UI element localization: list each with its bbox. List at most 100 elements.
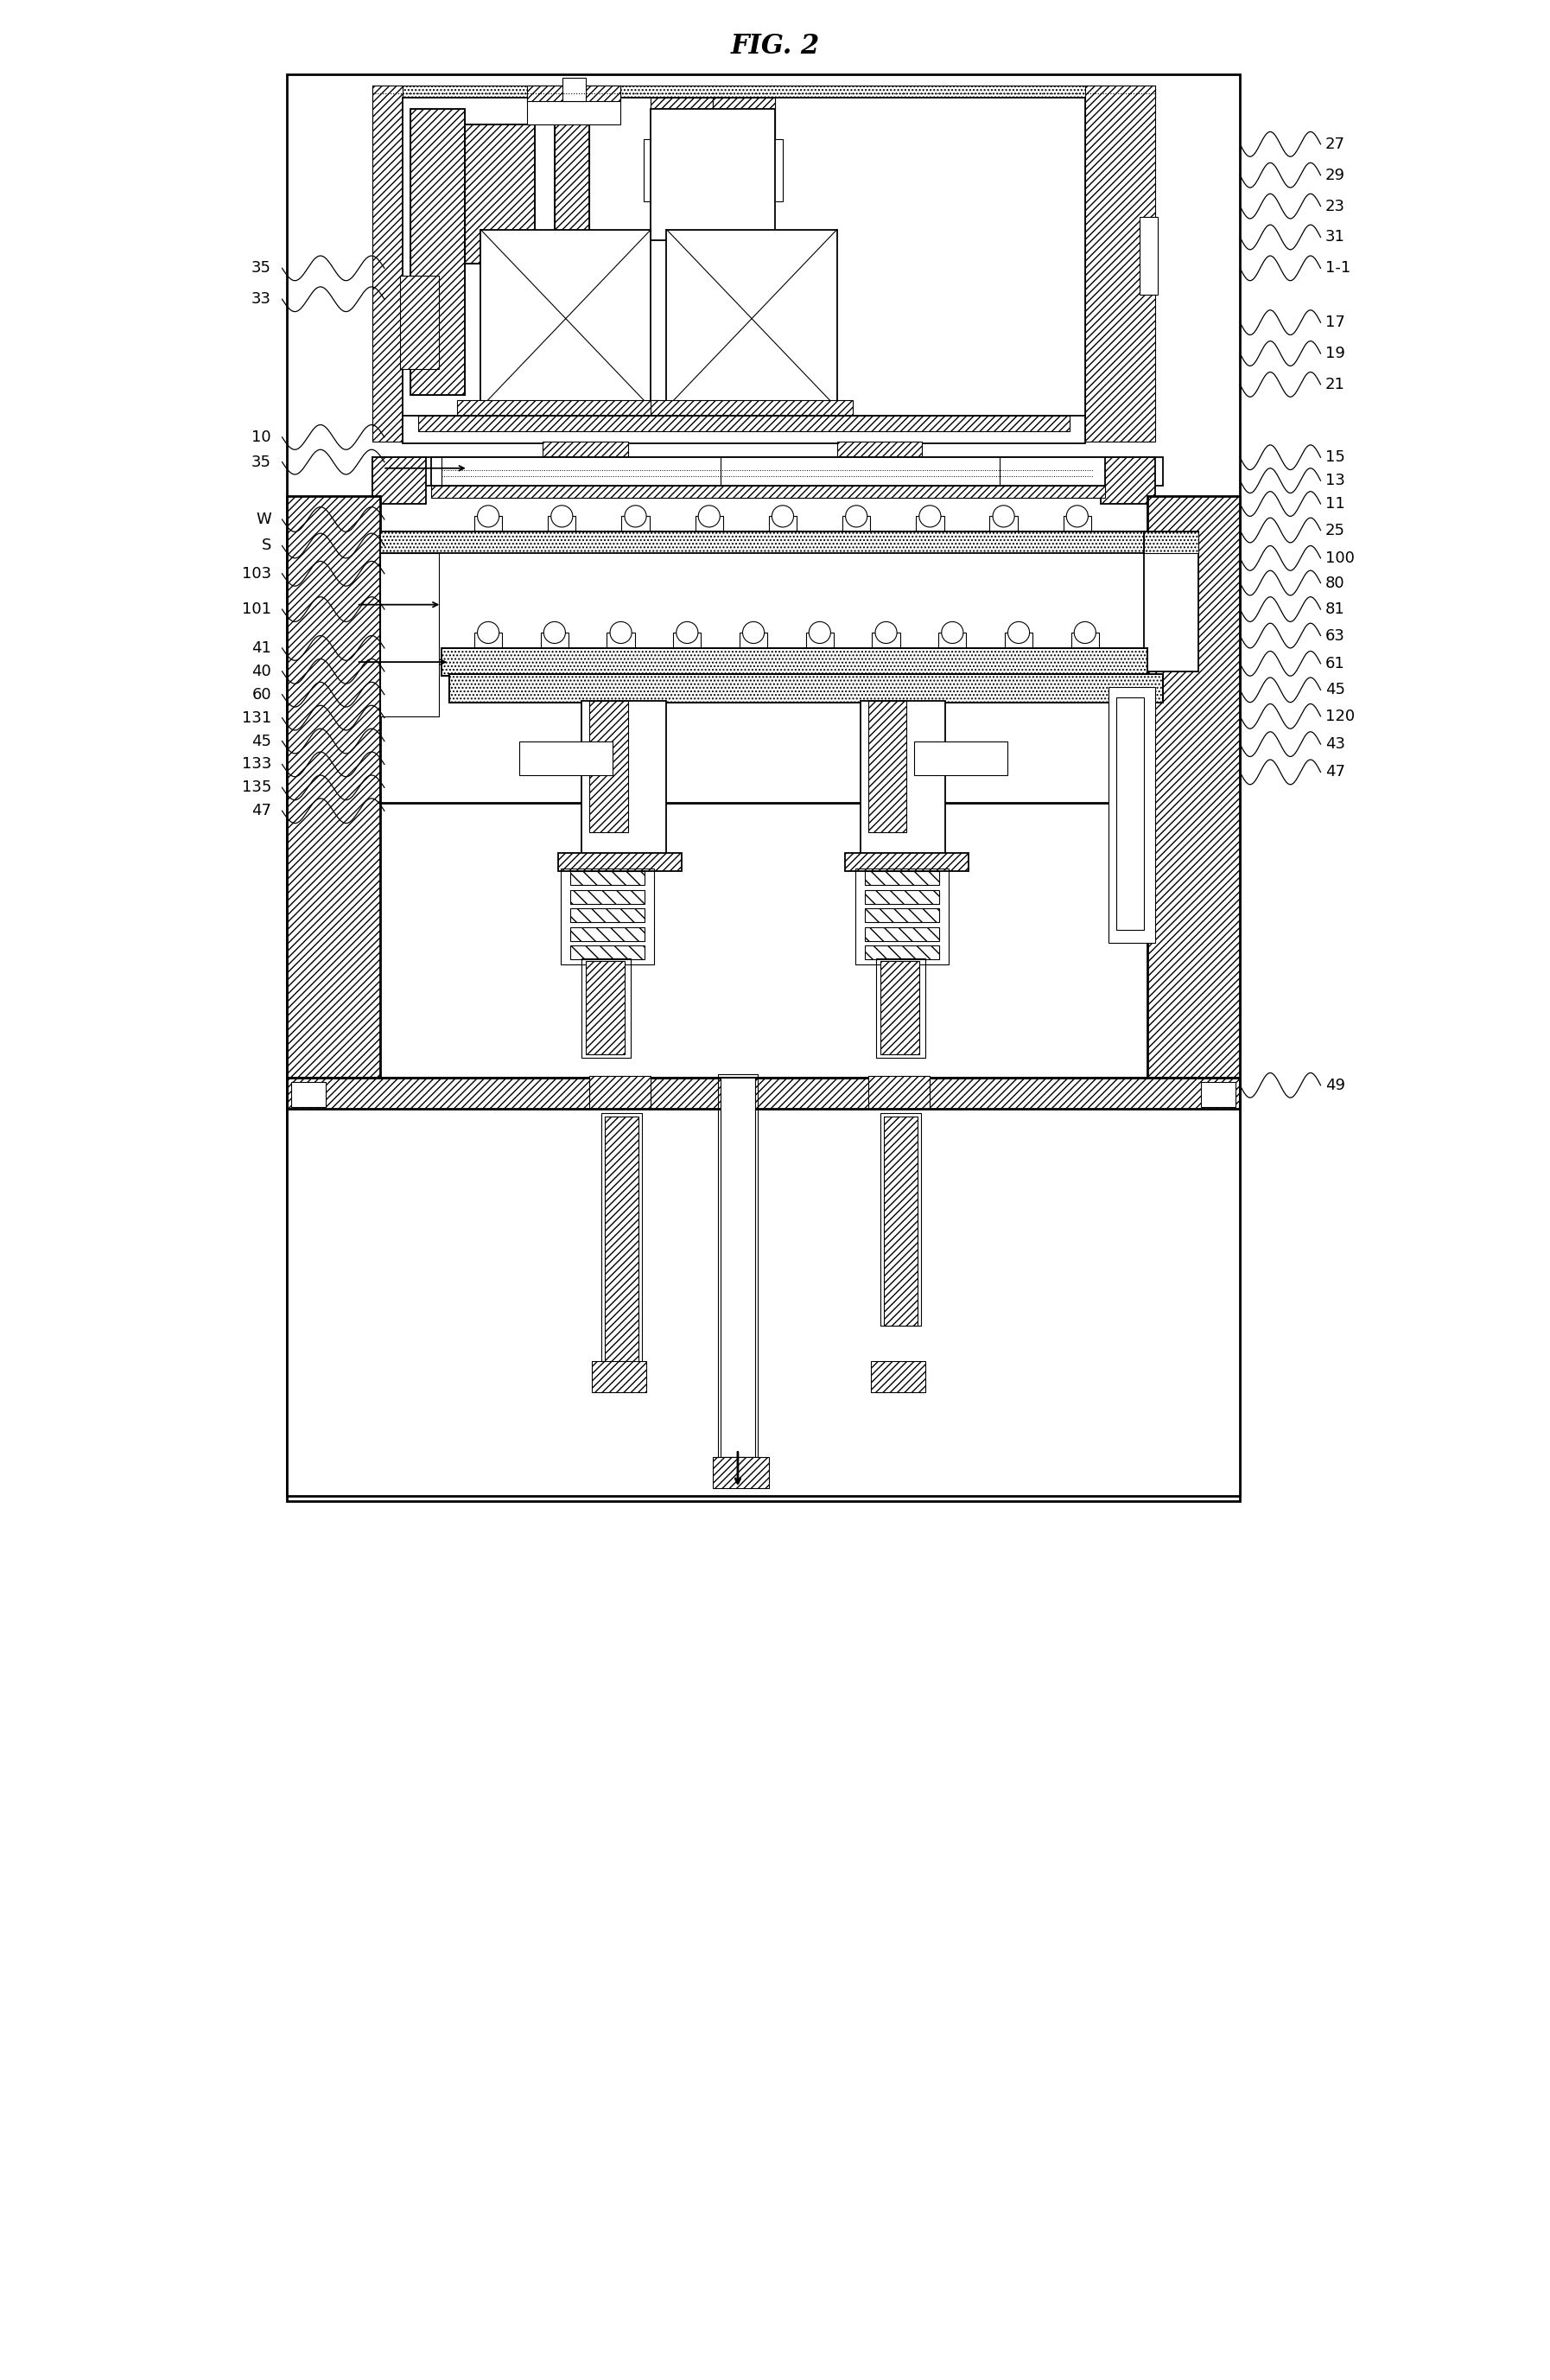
Bar xyxy=(474,516,502,536)
Text: 19: 19 xyxy=(1325,345,1345,362)
Text: 101: 101 xyxy=(242,602,271,616)
Circle shape xyxy=(876,621,897,643)
Circle shape xyxy=(919,505,941,526)
Bar xyxy=(549,516,577,536)
Bar xyxy=(856,869,949,964)
Bar xyxy=(465,124,535,264)
Bar xyxy=(570,871,645,885)
Bar xyxy=(589,700,628,833)
Bar xyxy=(519,740,612,776)
Text: 33: 33 xyxy=(251,290,271,307)
Circle shape xyxy=(611,621,632,643)
Text: 47: 47 xyxy=(251,802,271,819)
Bar xyxy=(871,1361,925,1392)
Bar xyxy=(643,140,783,202)
Bar xyxy=(713,98,775,190)
Bar xyxy=(442,647,1147,676)
Bar xyxy=(450,674,1162,702)
Bar xyxy=(465,124,535,264)
Bar xyxy=(666,228,837,407)
Bar xyxy=(739,633,767,652)
Bar xyxy=(291,1083,326,1107)
Bar xyxy=(884,1116,918,1326)
Bar xyxy=(876,959,925,1057)
Bar xyxy=(608,633,636,652)
Bar xyxy=(403,416,1085,443)
Bar xyxy=(865,945,939,959)
Bar xyxy=(457,400,659,419)
Text: 25: 25 xyxy=(1325,524,1345,538)
Bar xyxy=(1063,516,1091,536)
Text: 100: 100 xyxy=(1325,550,1355,566)
Bar xyxy=(563,79,586,100)
Text: 135: 135 xyxy=(242,781,271,795)
Bar xyxy=(721,1078,755,1457)
Bar xyxy=(419,416,1070,431)
Bar xyxy=(400,276,439,369)
Bar xyxy=(868,1076,930,1123)
Bar xyxy=(570,928,645,940)
Text: 1-1: 1-1 xyxy=(1325,259,1350,276)
Text: 35: 35 xyxy=(251,455,271,469)
Text: 47: 47 xyxy=(1325,764,1345,781)
Circle shape xyxy=(1066,505,1088,526)
Circle shape xyxy=(809,621,831,643)
Bar xyxy=(372,457,426,505)
Bar xyxy=(474,633,502,652)
Bar xyxy=(1071,633,1099,652)
Bar xyxy=(555,98,589,443)
Bar xyxy=(718,1073,758,1457)
Bar xyxy=(845,852,969,871)
Bar xyxy=(916,516,944,536)
Bar xyxy=(1100,457,1155,505)
Bar xyxy=(938,633,966,652)
Text: 80: 80 xyxy=(1325,576,1345,590)
Text: 63: 63 xyxy=(1325,628,1345,643)
Bar xyxy=(287,1109,1240,1497)
Bar xyxy=(431,457,1105,486)
Bar xyxy=(843,516,871,536)
Bar xyxy=(527,86,620,100)
Text: 60: 60 xyxy=(251,688,271,702)
Bar xyxy=(558,852,682,871)
Bar xyxy=(411,109,465,395)
Bar xyxy=(570,945,645,959)
Bar xyxy=(411,109,465,395)
Bar xyxy=(1147,495,1240,1085)
Bar xyxy=(480,228,651,407)
Bar xyxy=(527,86,620,124)
Bar xyxy=(915,740,1008,776)
Circle shape xyxy=(477,505,499,526)
Circle shape xyxy=(698,505,719,526)
Bar xyxy=(1139,217,1158,295)
Bar xyxy=(380,555,439,716)
Bar xyxy=(450,674,1162,702)
Bar xyxy=(1201,1083,1235,1107)
Bar xyxy=(837,443,922,481)
Circle shape xyxy=(625,505,646,526)
Bar xyxy=(380,531,1147,802)
Text: 17: 17 xyxy=(1325,314,1345,331)
Bar xyxy=(372,86,403,443)
Bar xyxy=(592,1361,646,1392)
Bar xyxy=(542,443,628,481)
Bar xyxy=(287,1078,1240,1111)
Circle shape xyxy=(941,621,963,643)
Bar xyxy=(651,98,713,145)
Bar xyxy=(581,959,631,1057)
Bar xyxy=(1004,633,1032,652)
Bar xyxy=(431,486,1105,497)
Text: 11: 11 xyxy=(1325,495,1345,512)
Bar xyxy=(865,909,939,923)
Bar xyxy=(555,98,589,443)
Text: 120: 120 xyxy=(1325,709,1355,724)
Circle shape xyxy=(544,621,566,643)
Bar xyxy=(873,633,901,652)
Bar xyxy=(604,1116,639,1373)
Bar xyxy=(865,871,939,885)
Circle shape xyxy=(742,621,764,643)
Bar xyxy=(696,516,724,536)
Bar xyxy=(651,98,713,190)
Bar xyxy=(865,928,939,940)
Circle shape xyxy=(992,505,1014,526)
